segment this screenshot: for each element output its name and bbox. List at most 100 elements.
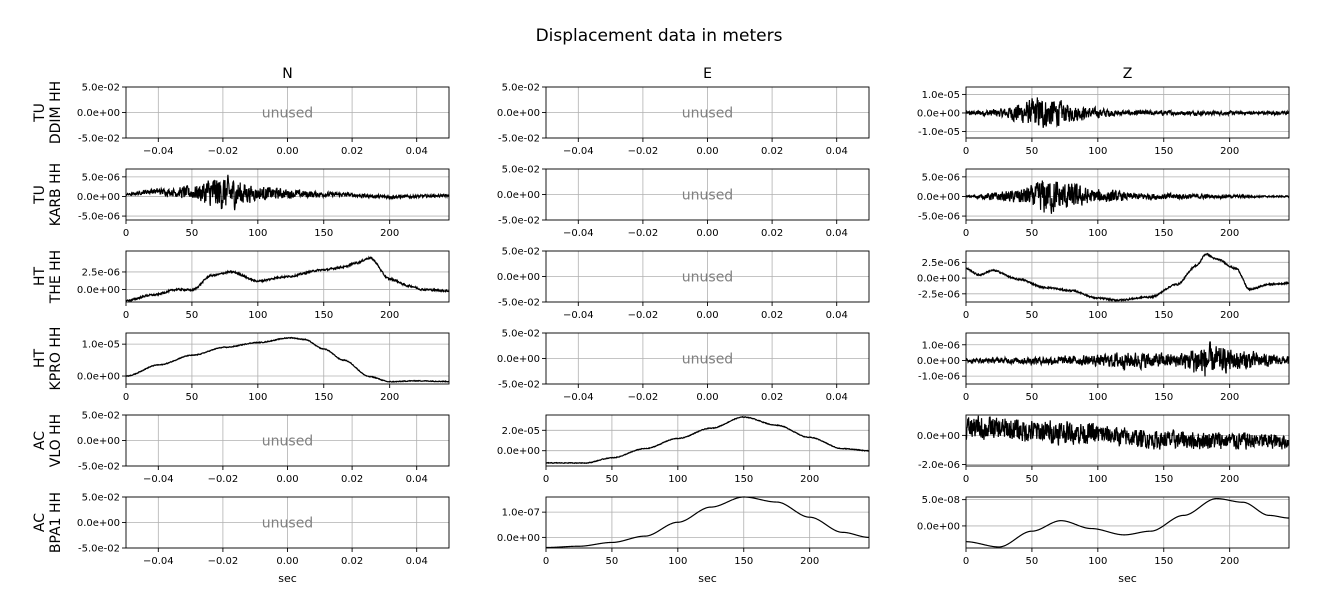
y-tick-label: 5.0e-02 [502,247,540,258]
figure-title: Displacement data in meters [535,26,783,46]
y-tick-label: 5.0e-02 [82,83,120,94]
x-tick-label: 150 [1154,392,1173,403]
waveform-trace [125,255,450,303]
x-tick-label: 0 [123,392,129,403]
unused-label: unused [682,270,733,286]
x-tick-label: −0.04 [563,310,594,321]
x-tick-label: −0.04 [143,556,174,567]
row-label-station: VLO HH [48,414,64,467]
y-tick-label: 0.0e+00 [77,518,120,529]
x-tick-label: 0 [123,310,129,321]
x-tick-label: 0.02 [761,146,783,157]
x-tick-label: 0.00 [276,146,298,157]
x-tick-label: 200 [1220,392,1239,403]
y-tick-label: 0.0e+00 [77,372,120,383]
row-label-station: THE HH [48,250,64,304]
x-tick-label: 100 [668,474,687,485]
x-tick-label: 200 [1220,146,1239,157]
row-label-station: DDIM HH [48,81,64,144]
y-tick-label: 5.0e-02 [502,329,540,340]
x-tick-label: 150 [314,228,333,239]
x-tick-label: −0.02 [628,392,659,403]
x-tick-label: 200 [1220,474,1239,485]
y-tick-label: 5.0e-02 [502,165,540,176]
x-tick-label: 0.04 [826,228,848,239]
x-tick-label: 0 [963,146,969,157]
x-tick-label: 50 [1026,474,1039,485]
x-tick-label: 0.02 [341,474,363,485]
y-tick-label: 5.0e-02 [82,411,120,422]
x-tick-label: 0.04 [826,310,848,321]
x-tick-label: 0.00 [696,310,718,321]
y-tick-label: 5.0e-06 [82,172,120,183]
y-tick-label: 1.0e-05 [922,90,960,101]
waveform-trace [965,341,1290,377]
row-label-network: TU [32,185,48,205]
panel-frame [545,414,870,467]
x-tick-label: 200 [1220,310,1239,321]
x-tick-label: 0.02 [761,228,783,239]
y-tick-label: 1.0e-07 [502,508,540,519]
x-tick-label: 100 [1088,474,1107,485]
y-tick-label: 0.0e+00 [497,354,540,365]
x-tick-label: 0 [963,310,969,321]
y-tick-label: 5.0e-02 [82,493,120,504]
waveform-trace [965,415,1290,450]
unused-label: unused [262,516,313,532]
y-tick-label: 1.0e-06 [922,340,960,351]
y-tick-label: 0.0e+00 [497,533,540,544]
x-tick-label: 100 [1088,310,1107,321]
x-axis-label: sec [1118,572,1137,585]
panel-frame [965,250,1290,303]
x-tick-label: −0.02 [208,556,239,567]
row-label-station: BPA1 HH [48,492,64,553]
unused-label: unused [682,352,733,368]
x-tick-label: 0 [123,228,129,239]
x-tick-label: 200 [1220,556,1239,567]
y-tick-label: 0.0e+00 [497,446,540,457]
x-tick-label: 50 [1026,556,1039,567]
y-tick-label: 0.0e+00 [497,190,540,201]
x-tick-label: 0.00 [696,228,718,239]
y-tick-label: -5.0e-06 [918,212,960,223]
x-tick-label: 50 [1026,228,1039,239]
x-tick-label: 50 [186,228,199,239]
x-tick-label: 150 [1154,228,1173,239]
x-tick-label: −0.02 [628,146,659,157]
unused-label: unused [682,106,733,122]
panel-frame [965,414,1290,467]
x-tick-label: −0.02 [208,474,239,485]
x-tick-label: 0 [963,228,969,239]
x-tick-label: 100 [1088,228,1107,239]
panel-frame [965,168,1290,221]
x-tick-label: 0.04 [826,146,848,157]
y-tick-label: -5.0e-02 [498,134,540,145]
y-tick-label: 0.0e+00 [917,108,960,119]
y-tick-label: 1.0e-05 [82,340,120,351]
x-tick-label: 150 [314,392,333,403]
x-tick-label: −0.04 [143,474,174,485]
x-tick-label: 0.04 [406,556,428,567]
y-tick-label: -5.0e-06 [78,212,120,223]
y-tick-label: 5.0e-06 [922,172,960,183]
column-title: N [282,66,292,82]
y-tick-label: -5.0e-02 [498,298,540,309]
x-tick-label: −0.02 [208,146,239,157]
row-label-network: AC [32,513,48,532]
x-tick-label: −0.04 [563,146,594,157]
y-tick-label: 0.0e+00 [917,431,960,442]
y-tick-label: 0.0e+00 [497,108,540,119]
waveform-trace [966,497,1289,548]
x-tick-label: 0.00 [696,392,718,403]
unused-label: unused [262,106,313,122]
y-tick-label: 0.0e+00 [917,274,960,285]
x-tick-label: 0 [543,474,549,485]
x-tick-label: 50 [186,392,199,403]
y-tick-label: 0.0e+00 [77,285,120,296]
x-tick-label: 0 [963,392,969,403]
x-tick-label: 0.02 [761,392,783,403]
panel-frame [545,496,870,549]
x-tick-label: 200 [800,474,819,485]
x-tick-label: 100 [1088,146,1107,157]
x-tick-label: 50 [606,556,619,567]
